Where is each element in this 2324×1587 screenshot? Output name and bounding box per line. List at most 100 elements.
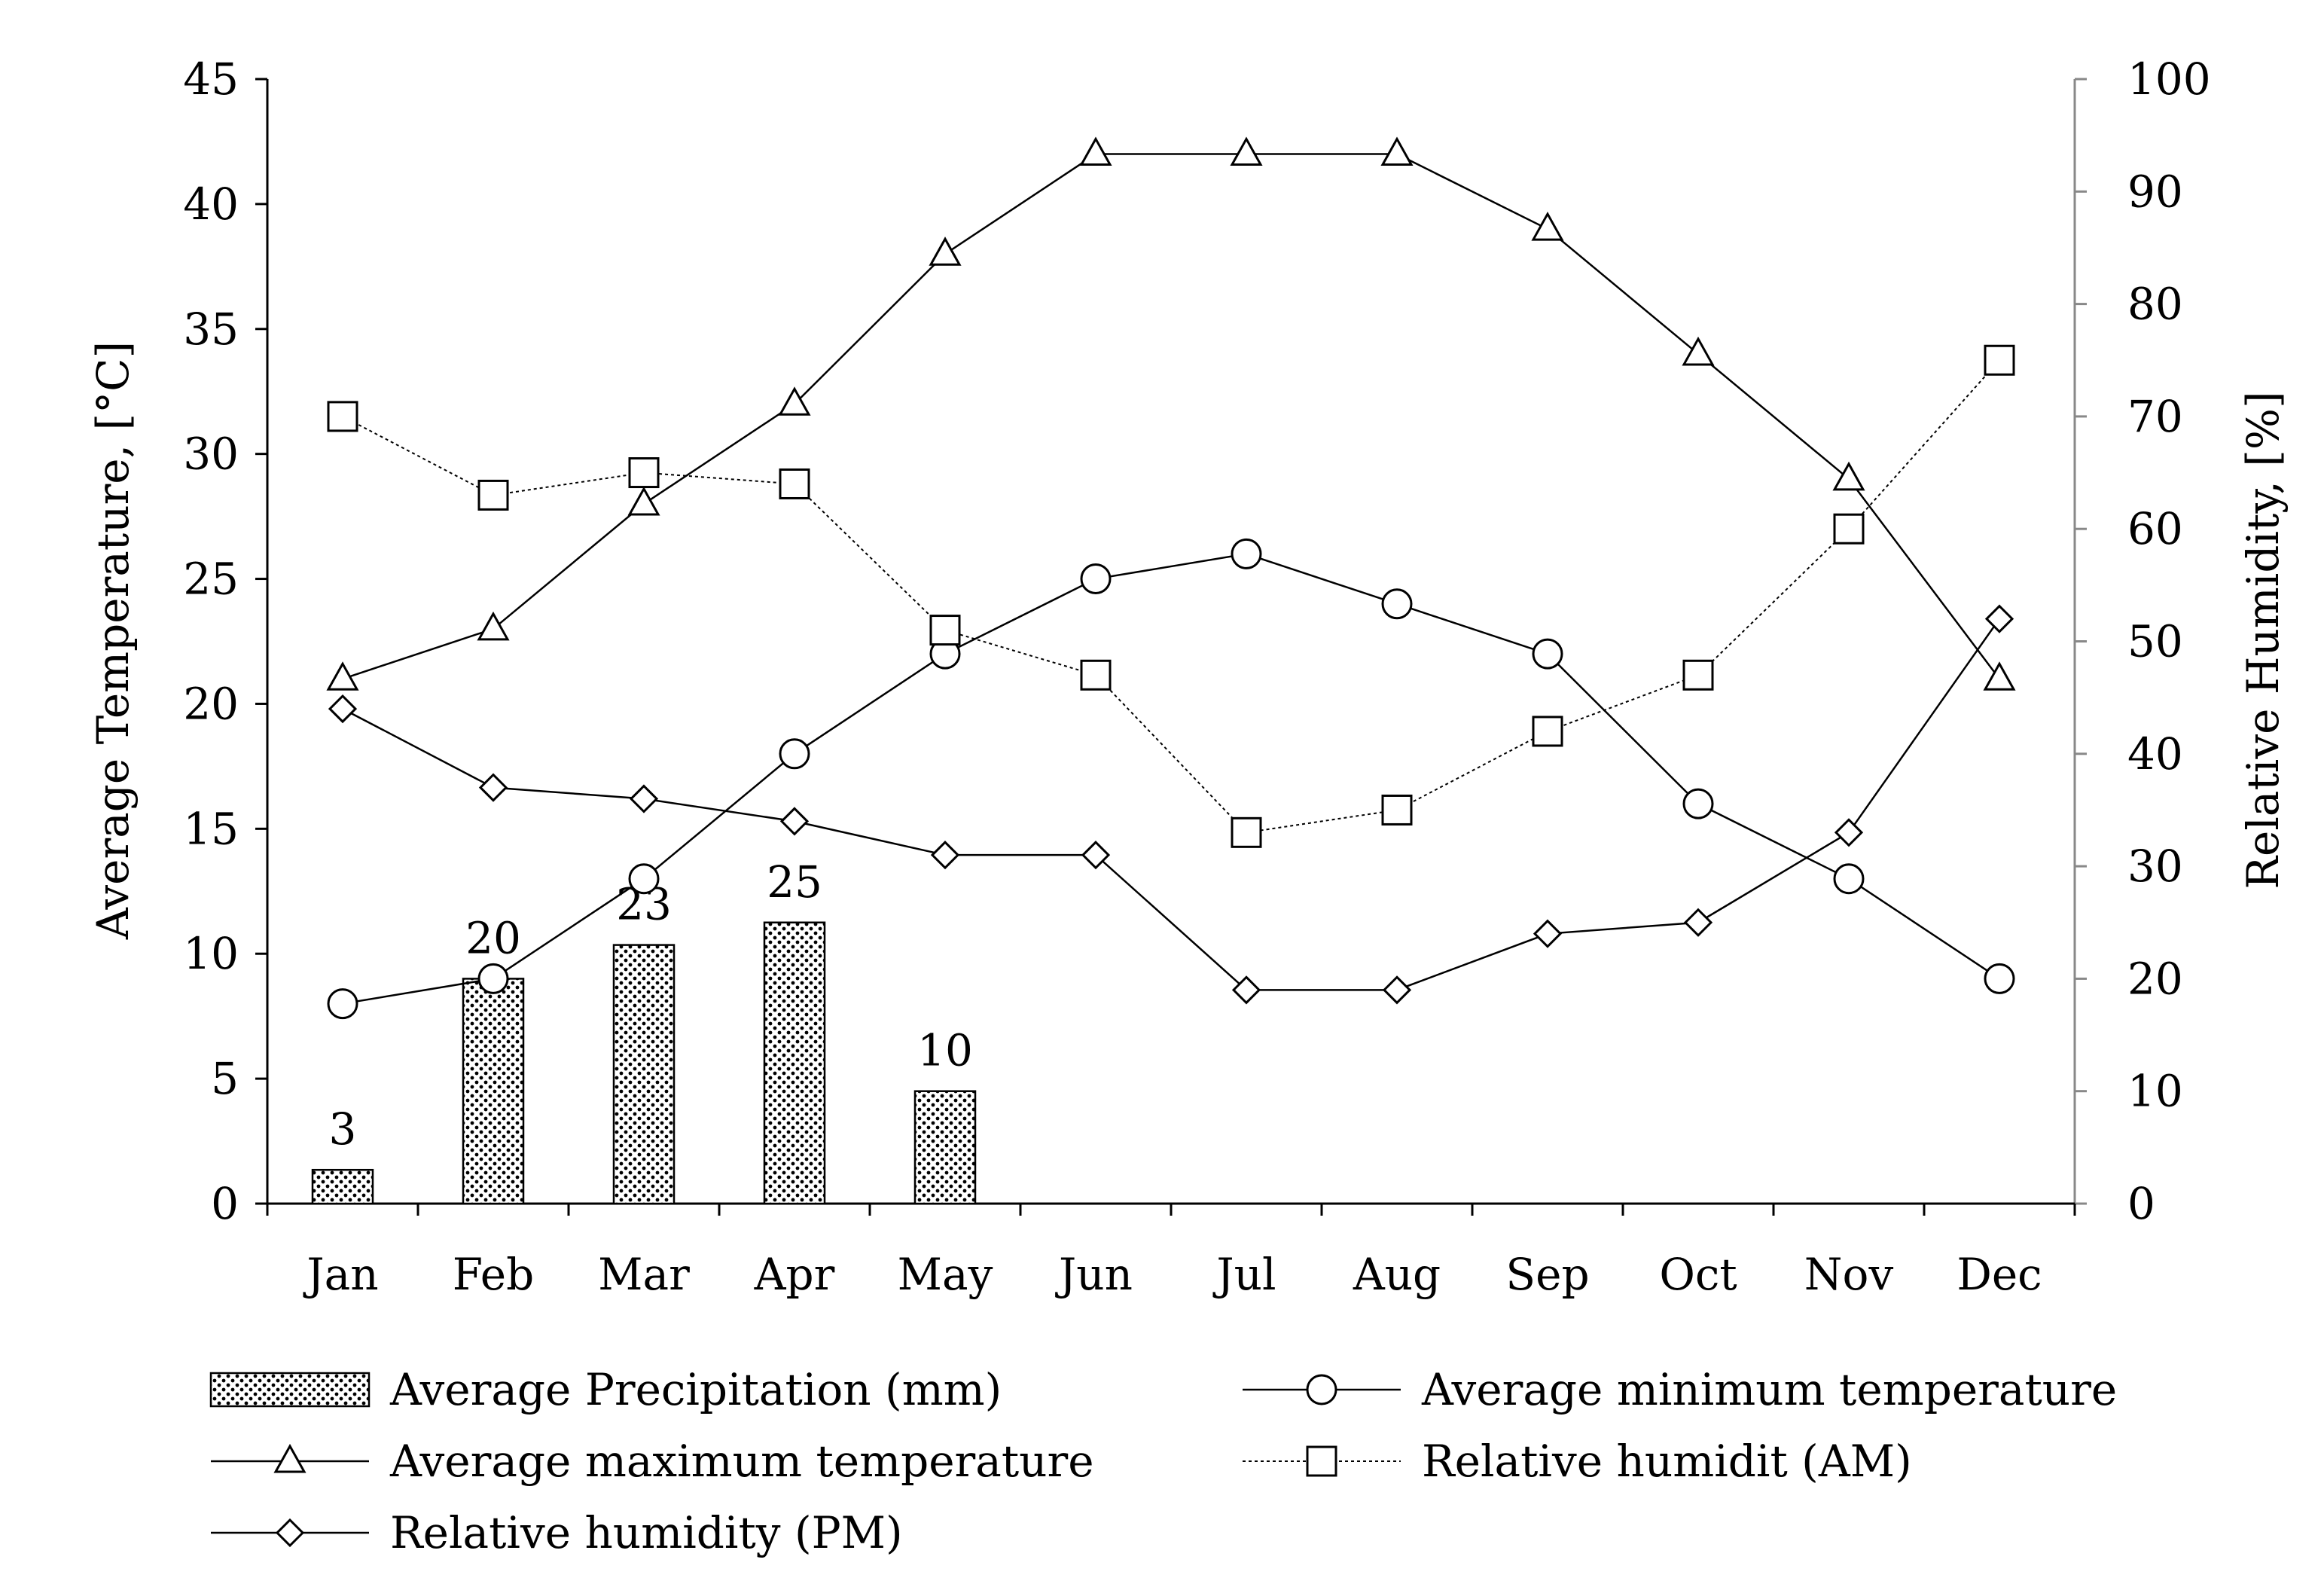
diamond-point — [1834, 818, 1864, 847]
legend: Average Precipitation (mm) Average minimu… — [209, 1364, 2117, 1558]
legend-circle-marker — [1306, 1374, 1337, 1405]
diamond-point — [1533, 919, 1563, 948]
series-lines — [326, 136, 2016, 1020]
bar-data-label: 10 — [917, 1025, 973, 1076]
square-point — [1984, 344, 2015, 376]
square-point — [327, 401, 358, 432]
circle-point — [1532, 638, 1563, 670]
square-point — [929, 615, 961, 646]
triangle-point — [778, 386, 811, 416]
circle-point — [477, 963, 509, 994]
x-tick-label-aug: Aug — [1353, 1249, 1441, 1300]
circle-point — [779, 738, 810, 770]
line-average-minimum-temperature — [342, 553, 2000, 1005]
x-tick-label-may: May — [898, 1249, 993, 1300]
right-tick-label: 40 — [2127, 728, 2183, 780]
left-tick-label: 5 — [211, 1053, 239, 1104]
legend-diamond-marker — [275, 1518, 305, 1548]
right-tick-label: 0 — [2127, 1178, 2155, 1229]
line-average-maximum-temperature — [342, 153, 2000, 680]
circle-point — [327, 988, 358, 1020]
x-tick-label-dec: Dec — [1956, 1249, 2042, 1300]
diamond-point — [930, 841, 960, 870]
right-tick-label: 10 — [2127, 1066, 2183, 1117]
triangle-point — [1531, 211, 1564, 241]
right-tick-label: 30 — [2127, 841, 2183, 892]
x-tick-label-jan: Jan — [303, 1249, 378, 1300]
line-relative-humidity-pm — [342, 618, 2001, 991]
triangle-point — [627, 486, 660, 516]
diamond-point — [1231, 975, 1261, 1005]
bar-data-label: 20 — [465, 912, 521, 963]
right-tick-label: 90 — [2127, 166, 2183, 217]
diamond-point — [328, 694, 358, 724]
circle-point — [628, 863, 660, 895]
legend-item: Relative humidit (AM) — [1243, 1436, 1912, 1487]
x-tick-label-feb: Feb — [453, 1249, 535, 1300]
x-tick-label-oct: Oct — [1659, 1249, 1737, 1300]
triangle-point — [1682, 336, 1715, 366]
legend-label: Relative humidity (PM) — [390, 1507, 903, 1558]
triangle-point — [1230, 136, 1263, 166]
x-tick-label-apr: Apr — [754, 1249, 835, 1300]
x-tick-label-nov: Nov — [1804, 1249, 1894, 1300]
left-tick-label: 25 — [183, 554, 239, 605]
right-axis-title: Relative Humidity, [%] — [2237, 391, 2289, 889]
left-tick-label: 20 — [183, 678, 239, 729]
legend-item: Average Precipitation (mm) — [209, 1364, 1002, 1415]
square-point — [1682, 659, 1714, 691]
diamond-point — [1683, 908, 1713, 937]
bar-data-label: 3 — [329, 1103, 357, 1155]
right-tick-label: 70 — [2127, 391, 2183, 442]
square-point — [1532, 716, 1563, 747]
square-point — [628, 457, 660, 489]
legend-triangle-marker — [273, 1443, 307, 1473]
left-tick-label: 45 — [183, 53, 239, 105]
circle-point — [1080, 563, 1112, 595]
triangle-point — [929, 237, 962, 266]
line-relative-humidit-am — [342, 359, 2000, 834]
diamond-point — [1382, 975, 1412, 1005]
diamond-point — [1081, 841, 1111, 870]
axes: 0 5 10 15 20 25 30 35 40 45 0 10 20 30 40 50 60 70 80 90 100… — [87, 53, 2289, 1300]
square-point — [1080, 659, 1112, 691]
x-tick-label-mar: Mar — [598, 1249, 690, 1300]
legend-item: Relative humidity (PM) — [211, 1507, 903, 1558]
bar-data-label: 25 — [767, 856, 822, 908]
left-tick-label: 0 — [211, 1178, 239, 1229]
circle-point — [1984, 963, 2015, 994]
triangle-point — [1079, 136, 1112, 166]
right-tick-label: 80 — [2127, 279, 2183, 330]
triangle-point — [1832, 461, 1865, 491]
square-point — [477, 479, 509, 511]
bar-jan — [311, 1168, 374, 1205]
bar-mar — [612, 944, 676, 1205]
triangle-point — [326, 661, 359, 691]
legend-square-marker — [1306, 1445, 1337, 1477]
left-tick-label: 30 — [183, 429, 239, 480]
x-tick-label-jul: Jul — [1212, 1249, 1276, 1300]
right-tick-label: 20 — [2127, 953, 2183, 1004]
legend-item: Average maximum temperature — [211, 1436, 1094, 1487]
circle-point — [1381, 588, 1413, 620]
triangle-point — [477, 611, 510, 641]
left-axis-title: Average Temperature, [°C] — [87, 341, 139, 940]
left-tick-label: 10 — [183, 928, 239, 979]
right-tick-label: 100 — [2127, 53, 2211, 105]
diamond-point — [629, 784, 659, 813]
diamond-point — [478, 773, 508, 802]
circle-point — [1833, 863, 1865, 895]
left-tick-label: 15 — [183, 803, 239, 854]
square-point — [1231, 816, 1262, 848]
bar-apr — [763, 921, 826, 1205]
x-tick-label-sep: Sep — [1505, 1249, 1589, 1300]
square-point — [779, 468, 810, 499]
circle-point — [1231, 538, 1262, 569]
right-tick-label: 50 — [2127, 616, 2183, 667]
left-tick-label: 35 — [183, 304, 239, 355]
legend-label: Average minimum temperature — [1421, 1364, 2117, 1415]
legend-label: Relative humidit (AM) — [1422, 1436, 1912, 1487]
legend-item: Average minimum temperature — [1243, 1364, 2117, 1415]
